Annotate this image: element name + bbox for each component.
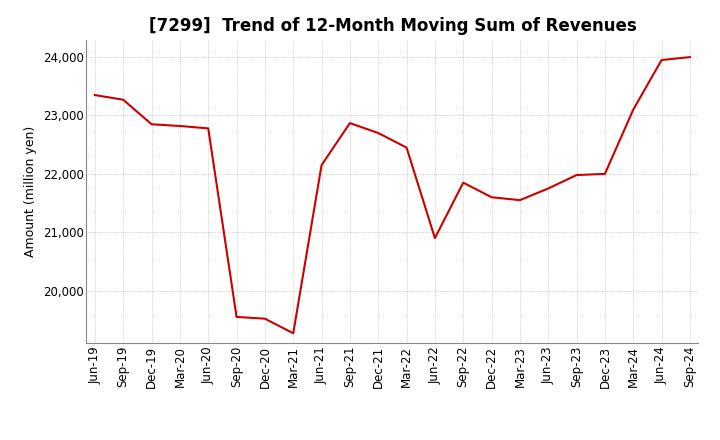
Y-axis label: Amount (million yen): Amount (million yen) [24,126,37,257]
Title: [7299]  Trend of 12-Month Moving Sum of Revenues: [7299] Trend of 12-Month Moving Sum of R… [148,17,636,35]
